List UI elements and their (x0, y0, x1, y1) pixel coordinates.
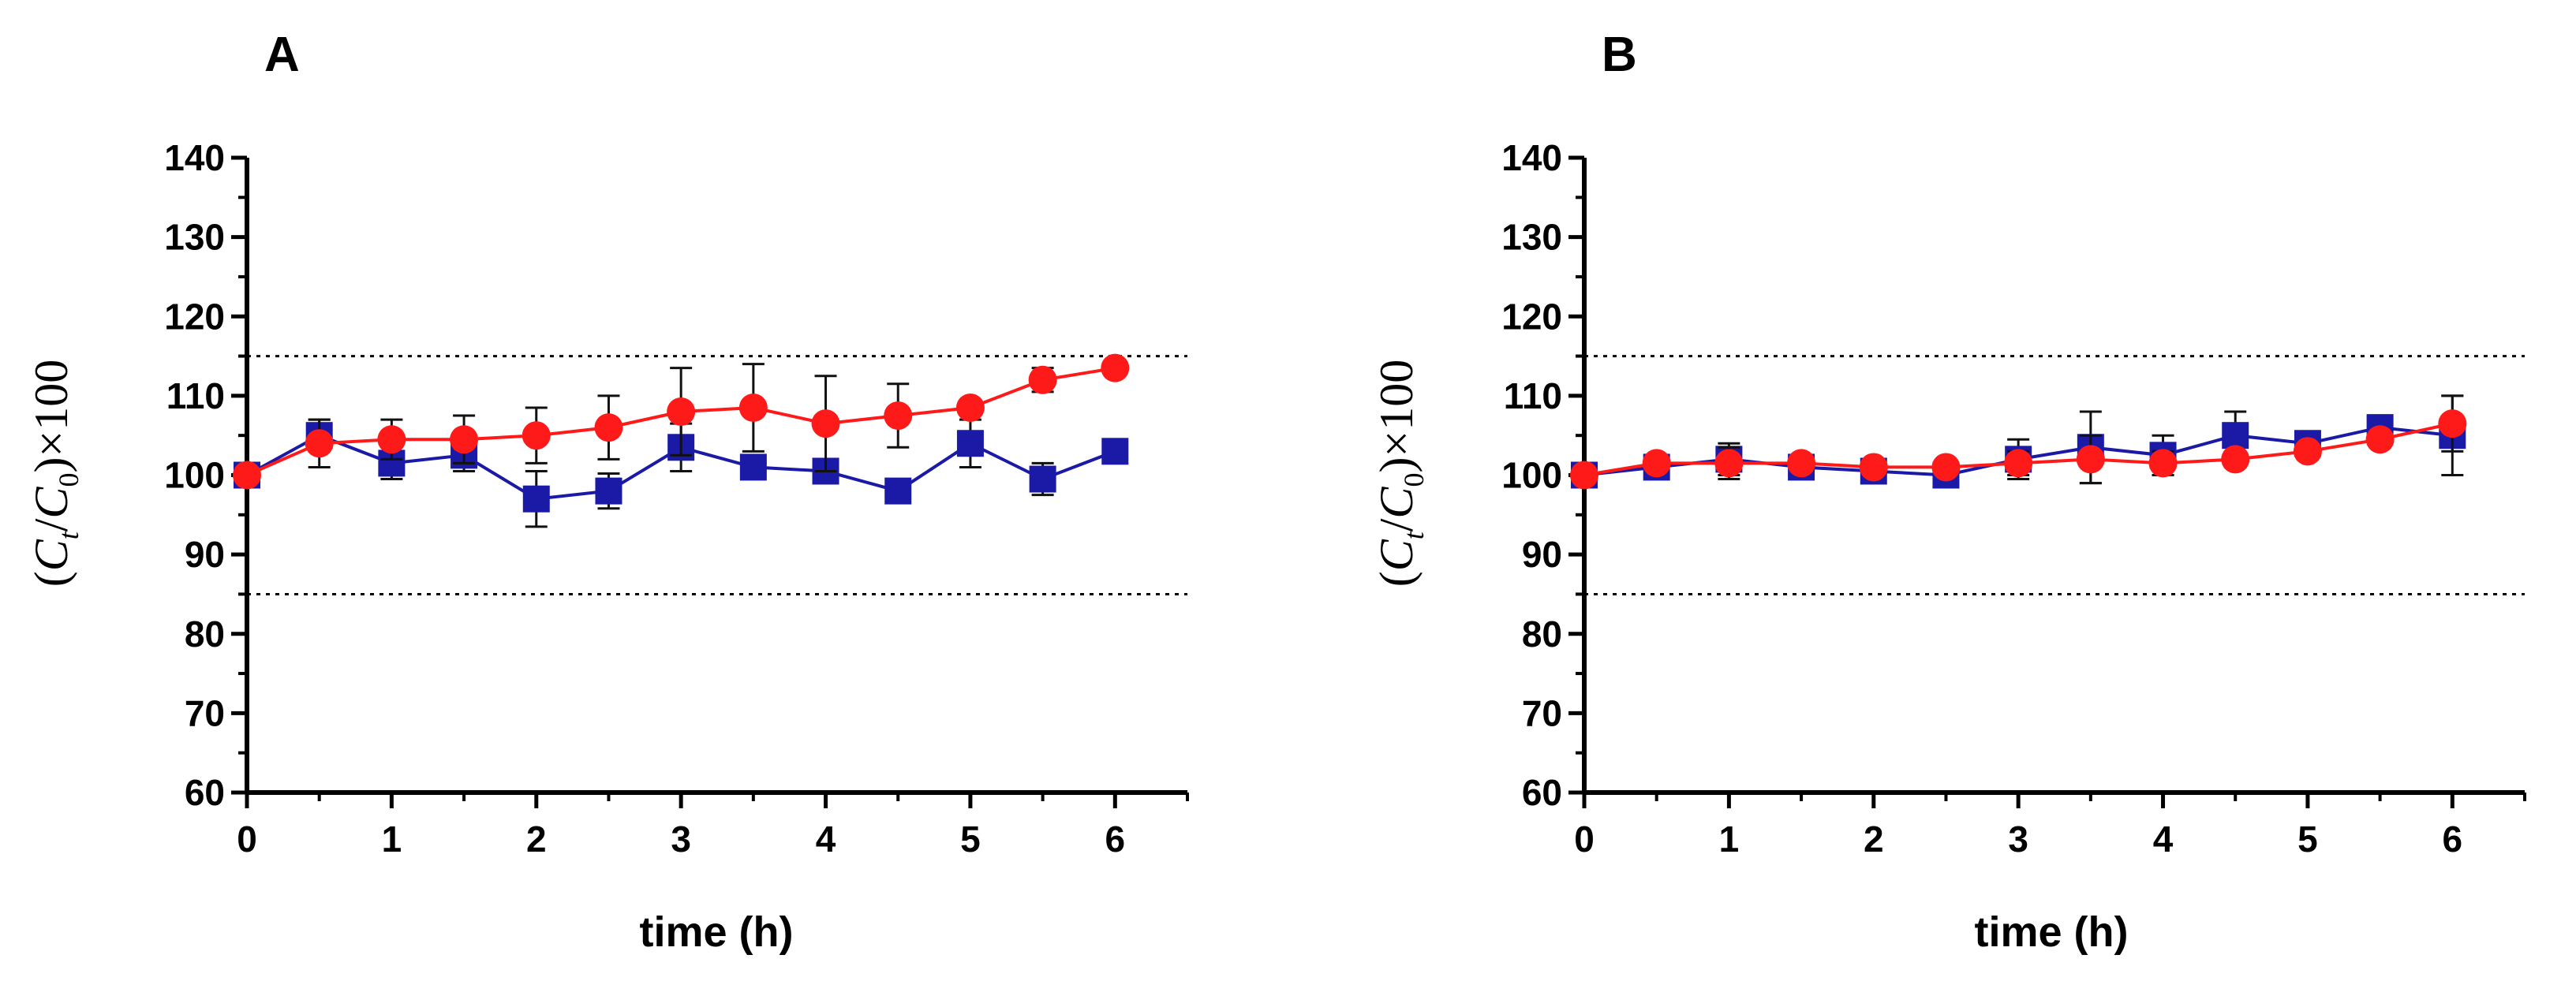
panel-label: A (264, 28, 300, 82)
data-point (811, 409, 840, 438)
y-tick-label: 80 (185, 614, 225, 655)
y-tick-label: 110 (1504, 375, 1562, 416)
data-point (2004, 449, 2033, 478)
data-point (233, 461, 261, 490)
x-tick-label: 2 (526, 819, 547, 860)
data-point (667, 397, 696, 426)
data-point (1859, 453, 1888, 482)
data-point (956, 430, 984, 457)
data-point (522, 485, 550, 513)
x-tick-label: 4 (816, 819, 836, 860)
data-point (2438, 409, 2467, 438)
data-point (450, 425, 479, 454)
x-tick-label: 3 (671, 819, 691, 860)
y-tick-label: 70 (185, 692, 225, 733)
y-tick-label: 60 (185, 772, 225, 813)
y-axis-label: (Ct/C0)×100 (25, 360, 84, 587)
data-point (2365, 425, 2395, 454)
x-tick-label: 0 (237, 819, 257, 860)
y-tick-label: 130 (1501, 217, 1562, 258)
x-tick-label: 1 (1719, 819, 1740, 860)
x-tick-label: 4 (2153, 819, 2174, 860)
y-tick-label: 110 (166, 375, 225, 416)
data-point (884, 401, 913, 431)
y-tick-label: 70 (1522, 692, 1562, 733)
data-point (884, 477, 912, 505)
data-point (2148, 449, 2178, 478)
y-tick-label: 120 (164, 296, 225, 337)
data-point (305, 429, 334, 458)
data-point (955, 393, 985, 422)
x-axis-label: time (h) (640, 908, 794, 956)
x-tick-label: 2 (1864, 819, 1884, 860)
x-tick-label: 0 (1574, 819, 1595, 860)
red-circle-series (233, 353, 1130, 490)
data-point (2221, 445, 2250, 474)
data-point (739, 453, 767, 481)
data-point (377, 425, 406, 454)
data-point (595, 477, 623, 505)
y-tick-label: 100 (164, 455, 225, 496)
panel-a: A (Ct/C0)×100 time (h) 60708090100110120… (25, 28, 1189, 956)
red-circle-series (1570, 394, 2467, 490)
data-point (1028, 365, 1057, 394)
x-tick-label: 6 (1105, 819, 1126, 860)
y-tick-label: 100 (1501, 455, 1562, 496)
data-point (1787, 449, 1816, 478)
data-point (594, 413, 623, 442)
y-tick-label: 90 (1522, 534, 1562, 575)
y-tick-label: 140 (1501, 137, 1562, 178)
x-tick-label: 5 (2297, 819, 2318, 860)
x-tick-label: 1 (382, 819, 402, 860)
data-point (2222, 422, 2249, 449)
data-point (1029, 465, 1056, 493)
y-tick-label: 90 (185, 534, 225, 575)
data-point (2293, 437, 2322, 466)
y-tick-label: 60 (1522, 772, 1562, 813)
data-point (522, 421, 551, 450)
data-point (1642, 449, 1671, 478)
data-point (1570, 461, 1598, 490)
y-axis-label: (Ct/C0)×100 (1370, 360, 1430, 587)
y-tick-label: 120 (1501, 296, 1562, 337)
data-point (1101, 353, 1130, 382)
x-axis-label: time (h) (1975, 908, 2129, 956)
x-tick-label: 5 (960, 819, 981, 860)
data-point (1101, 438, 1129, 465)
data-point (1714, 449, 1744, 478)
y-axis-label-text: (Ct/C0)×100 (25, 360, 84, 587)
y-tick-label: 80 (1522, 614, 1562, 655)
x-tick-label: 6 (2443, 819, 2463, 860)
data-point (2076, 445, 2105, 474)
panel-label: B (1602, 28, 1637, 82)
y-axis-label-text: (Ct/C0)×100 (1370, 360, 1430, 587)
y-tick-label: 130 (164, 217, 225, 258)
y-tick-label: 140 (164, 137, 225, 178)
data-point (738, 393, 768, 422)
panel-b: B (Ct/C0)×100 time (h) 60708090100110120… (1370, 28, 2526, 956)
data-point (1931, 453, 1961, 482)
x-tick-label: 3 (2008, 819, 2028, 860)
